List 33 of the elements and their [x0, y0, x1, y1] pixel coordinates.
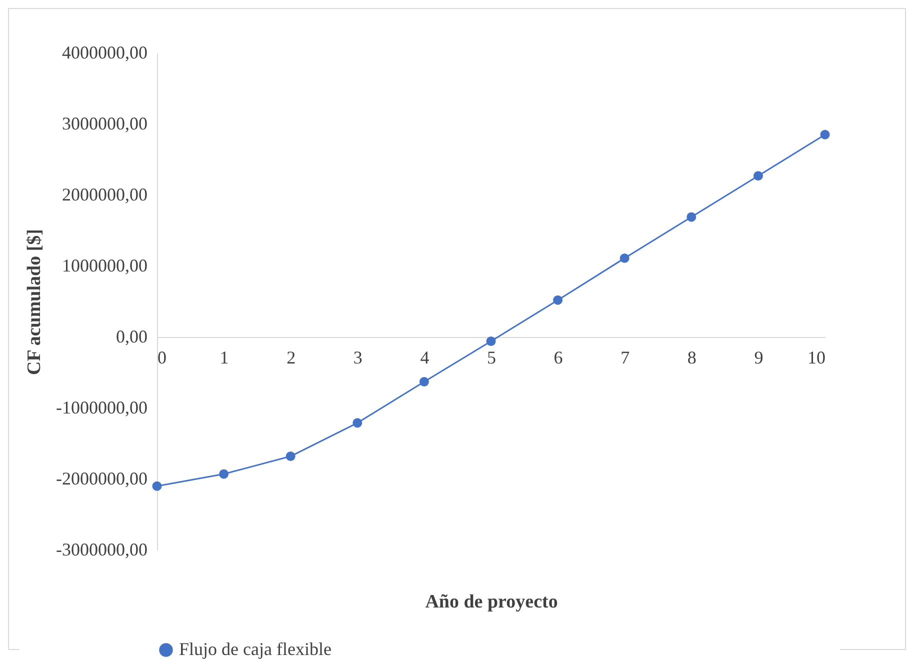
y-tick-label: -3000000,00: [56, 540, 148, 560]
y-tick-label: 0,00: [116, 326, 148, 346]
x-tick-label: 1: [220, 348, 229, 368]
x-tick-label: 10: [808, 348, 826, 368]
y-tick-label: -2000000,00: [56, 468, 148, 488]
x-tick-label: 8: [687, 348, 696, 368]
point: [686, 212, 696, 222]
point: [620, 253, 630, 263]
x-tick-label: 2: [286, 348, 296, 368]
y-tick-label: 1000000,00: [62, 256, 148, 276]
point: [352, 418, 362, 428]
point: [820, 130, 830, 140]
point: [753, 171, 763, 181]
x-tick-label: 6: [554, 348, 563, 368]
y-tick-label: 2000000,00: [62, 184, 148, 204]
x-axis-title: Año de proyecto: [425, 592, 558, 612]
point: [486, 336, 496, 346]
x-tick-label: 9: [754, 348, 764, 368]
y-tick-label: 4000000,00: [62, 42, 148, 62]
x-tick-label: 0: [158, 348, 166, 368]
x-tick-label: 7: [620, 348, 630, 368]
y-axis-title: CF acumulado [$]: [24, 228, 46, 376]
point: [553, 295, 563, 305]
y-tick-label: -1000000,00: [56, 398, 148, 418]
x-tick-label: 5: [487, 348, 496, 368]
point: [286, 452, 296, 462]
point: [219, 469, 229, 479]
x-tick-label: 3: [353, 348, 362, 368]
x-tick-label: 4: [420, 348, 430, 368]
point: [419, 376, 429, 386]
point: [152, 481, 162, 491]
y-tick-label: 3000000,00: [62, 114, 148, 134]
legend-label: Flujo de caja flexible: [179, 639, 332, 659]
